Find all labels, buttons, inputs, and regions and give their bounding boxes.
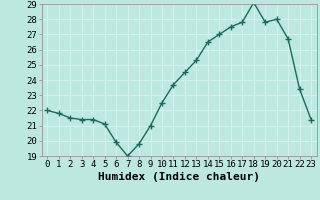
- X-axis label: Humidex (Indice chaleur): Humidex (Indice chaleur): [98, 172, 260, 182]
